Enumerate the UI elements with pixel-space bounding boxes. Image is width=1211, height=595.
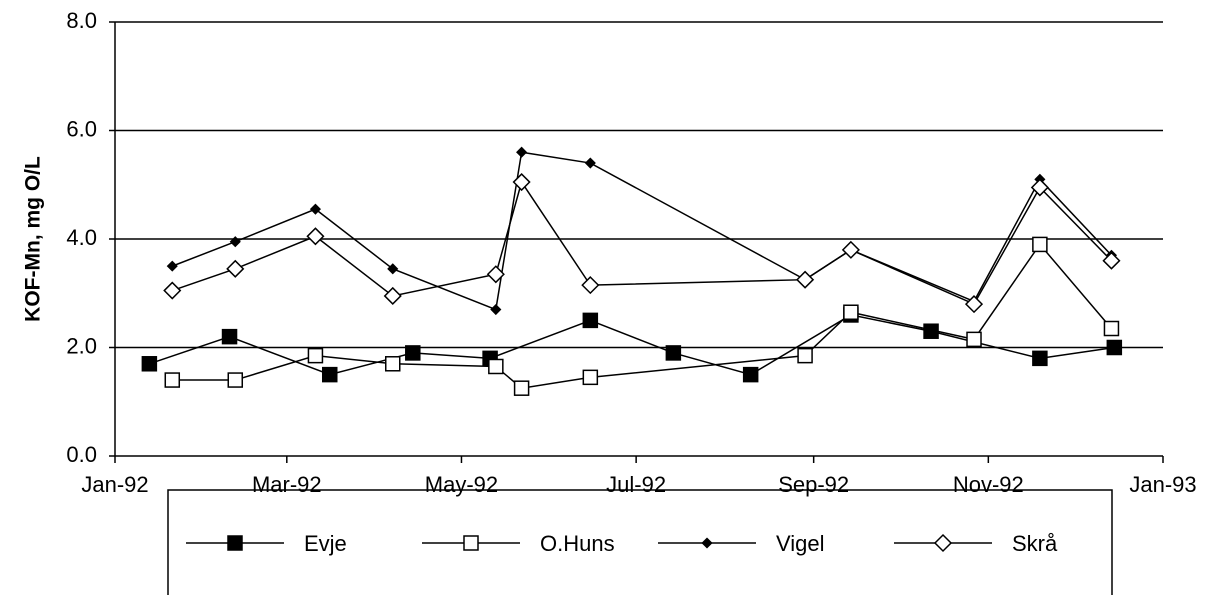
data-point — [1103, 320, 1120, 337]
x-tick-label: Nov-92 — [953, 472, 1024, 497]
data-point — [309, 203, 321, 215]
data-point — [405, 345, 421, 361]
data-point — [387, 263, 399, 275]
data-point — [1106, 339, 1123, 356]
data-point — [383, 286, 402, 306]
legend-label: O.Huns — [540, 531, 615, 556]
data-point — [229, 236, 241, 248]
series-line — [171, 151, 1113, 311]
series-line — [149, 314, 1115, 376]
series-line — [172, 243, 1113, 389]
x-tick-label: Jan-92 — [81, 472, 148, 497]
legend-marker — [701, 537, 713, 549]
legend-label: Skrå — [1012, 531, 1058, 556]
data-point — [384, 356, 401, 372]
legend-label: Vigel — [776, 531, 825, 556]
data-point — [796, 270, 815, 289]
data-point — [1032, 236, 1048, 253]
y-tick-label: 2.0 — [66, 333, 97, 358]
x-tick-label: Mar-92 — [252, 472, 322, 497]
data-point — [227, 372, 244, 388]
data-point — [964, 295, 984, 314]
y-tick-label: 6.0 — [66, 116, 97, 141]
data-point — [1030, 178, 1049, 197]
data-point — [141, 356, 158, 372]
data-point — [1032, 350, 1048, 367]
y-tick-label: 8.0 — [66, 8, 97, 33]
data-point — [1102, 251, 1121, 270]
data-point — [488, 358, 504, 375]
data-point — [512, 172, 531, 192]
data-point — [221, 328, 238, 345]
data-point — [486, 265, 505, 284]
data-point — [516, 146, 528, 158]
data-point — [322, 366, 338, 383]
data-point — [797, 347, 813, 364]
data-point — [166, 260, 178, 272]
x-tick-label: Sep-92 — [778, 472, 849, 497]
data-point — [163, 281, 182, 300]
data-point — [164, 372, 181, 388]
legend-marker — [463, 535, 479, 551]
x-tick-label: May-92 — [425, 472, 498, 497]
data-point — [665, 345, 682, 361]
data-point — [306, 227, 325, 246]
y-tick-label: 4.0 — [66, 225, 97, 250]
x-tick-label: Jul-92 — [606, 472, 666, 497]
data-point — [513, 380, 530, 396]
legend-label: Evje — [304, 531, 347, 556]
series-line — [172, 180, 1112, 306]
data-point — [742, 366, 759, 383]
legend-marker — [227, 535, 243, 551]
data-point — [584, 157, 596, 169]
data-point — [226, 259, 245, 278]
x-tick-label: Jan-93 — [1129, 472, 1196, 497]
data-point — [581, 276, 600, 295]
data-point — [582, 312, 599, 329]
data-point — [490, 303, 502, 316]
y-axis-title: KOF-Mn, mg O/L — [22, 156, 45, 322]
data-point — [307, 347, 324, 364]
data-point — [582, 369, 599, 386]
legend-marker — [933, 533, 953, 553]
data-point — [966, 331, 982, 348]
data-point — [841, 240, 860, 259]
data-point — [843, 304, 859, 320]
y-tick-label: 0.0 — [66, 442, 97, 467]
